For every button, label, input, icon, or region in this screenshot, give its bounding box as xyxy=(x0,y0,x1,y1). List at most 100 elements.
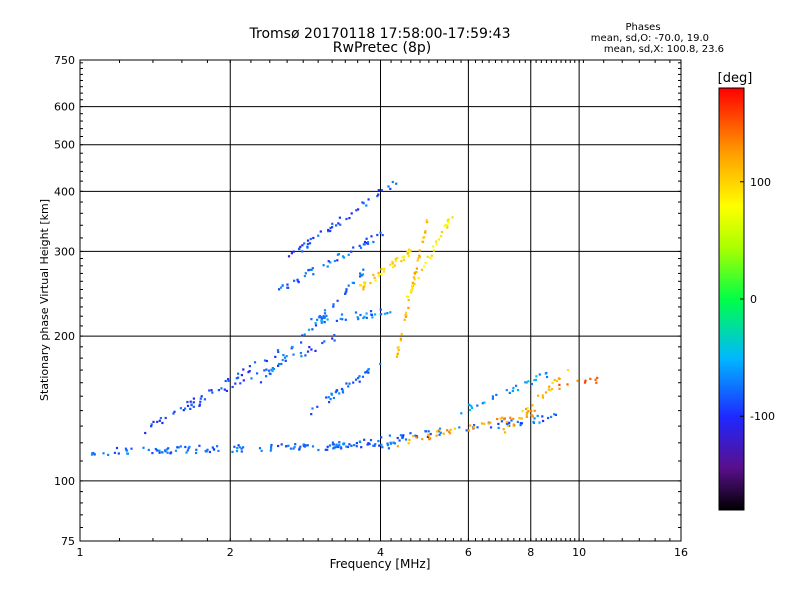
data-point xyxy=(535,375,538,378)
data-point xyxy=(361,201,364,204)
data-point xyxy=(206,448,209,451)
data-point xyxy=(501,416,504,419)
data-point xyxy=(530,382,533,386)
data-point xyxy=(473,424,476,427)
data-point xyxy=(225,389,228,392)
data-point xyxy=(300,341,303,344)
data-point xyxy=(338,443,341,447)
data-point xyxy=(211,391,214,394)
data-point xyxy=(332,396,335,400)
data-point xyxy=(332,443,335,446)
data-point xyxy=(277,364,280,367)
data-point xyxy=(189,400,192,403)
data-point xyxy=(512,386,515,390)
data-point xyxy=(499,417,502,420)
data-point xyxy=(325,314,328,317)
data-point xyxy=(387,185,390,188)
data-point xyxy=(595,381,598,384)
data-point xyxy=(199,400,202,403)
data-point xyxy=(380,436,383,439)
data-point xyxy=(495,393,498,396)
data-point xyxy=(283,356,287,359)
y-tick-label: 75 xyxy=(61,535,75,548)
data-point xyxy=(281,358,284,362)
data-point xyxy=(174,449,178,452)
data-point xyxy=(314,324,318,327)
data-point xyxy=(374,443,377,446)
data-point xyxy=(323,309,327,312)
data-point xyxy=(365,242,368,245)
data-point xyxy=(285,355,288,358)
data-point xyxy=(248,370,251,373)
data-point xyxy=(299,445,302,448)
data-point xyxy=(413,271,416,274)
data-point xyxy=(512,424,515,428)
data-point xyxy=(217,389,220,392)
data-point xyxy=(369,310,373,313)
data-point xyxy=(410,289,413,292)
phases-heading: Phases xyxy=(625,22,661,33)
data-point xyxy=(525,415,528,418)
data-point xyxy=(367,371,370,374)
data-point xyxy=(408,438,411,441)
y-axis-label: Stationary phase Virtual Height [km] xyxy=(38,199,51,401)
data-point xyxy=(341,389,344,392)
data-point xyxy=(557,377,560,380)
data-point xyxy=(372,273,375,277)
data-point xyxy=(430,254,433,257)
data-point xyxy=(358,375,361,378)
data-point xyxy=(389,441,392,444)
data-point xyxy=(391,180,394,184)
data-point xyxy=(380,268,383,271)
data-point xyxy=(446,429,449,432)
data-point xyxy=(448,430,451,433)
y-tick-label: 100 xyxy=(54,475,75,488)
data-point xyxy=(341,318,344,321)
data-point xyxy=(294,443,297,446)
data-point xyxy=(444,224,448,227)
data-point xyxy=(326,448,329,451)
data-point xyxy=(292,353,295,356)
data-point xyxy=(311,267,314,270)
data-point xyxy=(279,286,283,289)
data-point xyxy=(393,264,396,267)
data-point xyxy=(310,268,313,271)
data-point xyxy=(376,233,379,237)
data-point xyxy=(333,339,336,342)
data-point xyxy=(537,394,540,397)
data-point xyxy=(446,219,449,222)
data-point xyxy=(304,444,308,447)
data-point xyxy=(424,231,427,234)
data-point xyxy=(594,378,597,381)
data-point xyxy=(530,409,533,413)
data-point xyxy=(321,320,324,323)
data-point xyxy=(512,423,515,426)
data-point xyxy=(176,446,179,449)
data-point xyxy=(310,413,313,416)
data-point xyxy=(366,241,370,244)
data-point xyxy=(359,313,362,317)
data-point xyxy=(411,284,414,287)
data-point xyxy=(453,427,457,430)
data-point xyxy=(544,372,547,375)
data-point xyxy=(417,257,420,260)
data-point xyxy=(553,413,556,416)
data-point xyxy=(335,445,338,448)
data-point xyxy=(195,451,198,455)
data-point xyxy=(403,258,406,261)
data-point xyxy=(541,396,544,399)
data-point xyxy=(186,404,190,407)
data-point xyxy=(344,318,347,321)
data-point xyxy=(386,444,390,447)
data-point xyxy=(549,389,552,392)
data-point xyxy=(447,220,450,223)
data-point xyxy=(198,403,201,406)
data-point xyxy=(415,267,418,270)
data-point xyxy=(377,274,380,277)
data-point xyxy=(208,389,211,392)
data-point xyxy=(212,448,216,451)
colorbar xyxy=(718,87,745,511)
data-point xyxy=(331,337,334,340)
data-point xyxy=(332,303,335,306)
data-point xyxy=(235,450,239,453)
